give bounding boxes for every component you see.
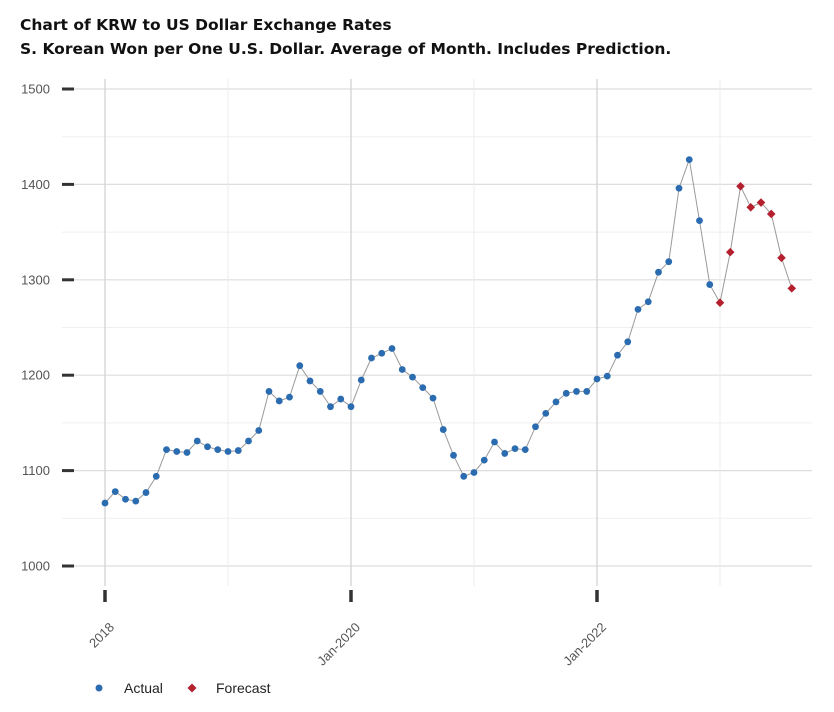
actual-point xyxy=(532,423,539,431)
forecast-point xyxy=(777,253,786,263)
actual-point xyxy=(327,403,334,411)
actual-point xyxy=(275,397,283,405)
actual-point xyxy=(122,495,129,503)
actual-point xyxy=(521,446,529,454)
actual-point xyxy=(634,305,642,313)
actual-point xyxy=(214,446,222,454)
actual-point xyxy=(501,450,509,457)
y-tick-label: 1000 xyxy=(21,559,50,574)
actual-point xyxy=(183,449,191,456)
forecast-point xyxy=(756,198,766,207)
actual-point xyxy=(255,427,263,434)
actual-point xyxy=(419,384,427,392)
actual-point xyxy=(542,409,550,417)
legend-actual-label: Actual xyxy=(124,680,163,696)
legend-forecast-label: Forecast xyxy=(216,680,271,696)
actual-point xyxy=(573,388,580,395)
actual-point xyxy=(193,437,201,445)
actual-point xyxy=(593,375,601,383)
actual-point xyxy=(665,258,673,266)
legend: Actual Forecast xyxy=(95,680,271,696)
actual-point xyxy=(480,456,488,464)
y-tick-label: 1200 xyxy=(21,368,50,383)
actual-point xyxy=(111,488,119,495)
actual-point xyxy=(337,395,345,403)
actual-point xyxy=(614,351,621,359)
forecast-point xyxy=(746,202,756,212)
actual-point xyxy=(163,446,170,454)
actual-point xyxy=(655,268,662,276)
actual-point xyxy=(142,489,150,496)
x-tick-label: Jan-2020 xyxy=(314,620,363,669)
actual-point xyxy=(368,354,375,362)
actual-point xyxy=(388,345,396,352)
legend-forecast-marker xyxy=(187,683,197,693)
actual-point xyxy=(398,366,406,373)
actual-point xyxy=(316,388,324,395)
series-points xyxy=(101,156,797,507)
actual-point xyxy=(675,184,683,192)
actual-point xyxy=(357,376,365,384)
chart-subtitle: S. Korean Won per One U.S. Dollar. Avera… xyxy=(20,40,672,58)
actual-point xyxy=(224,448,232,455)
actual-point xyxy=(603,372,611,380)
forecast-point xyxy=(715,298,725,307)
forecast-point xyxy=(736,182,745,191)
actual-point xyxy=(378,349,386,357)
actual-point xyxy=(204,443,211,451)
forecast-point xyxy=(766,209,776,219)
actual-point xyxy=(234,447,242,454)
actual-point xyxy=(439,426,447,433)
actual-point xyxy=(173,448,181,455)
actual-point xyxy=(583,388,591,395)
series-connecting-line xyxy=(104,157,793,504)
y-tick-label: 1300 xyxy=(21,272,50,287)
actual-point xyxy=(132,497,140,505)
forecast-point xyxy=(725,247,735,257)
actual-point xyxy=(265,388,273,395)
actual-point xyxy=(306,377,314,385)
actual-point xyxy=(347,403,355,411)
actual-point xyxy=(491,438,498,446)
y-tick-label: 1100 xyxy=(22,463,50,478)
actual-point xyxy=(152,472,160,480)
actual-point xyxy=(409,373,416,381)
actual-point xyxy=(624,338,632,346)
legend-actual-marker xyxy=(95,684,103,692)
actual-point xyxy=(450,451,457,459)
actual-point xyxy=(460,472,468,480)
actual-point xyxy=(101,499,109,507)
y-tick-label: 1400 xyxy=(21,177,50,192)
actual-point xyxy=(644,298,652,306)
x-tick-label: 2018 xyxy=(86,620,117,651)
actual-point xyxy=(296,362,304,370)
chart-title: Chart of KRW to US Dollar Exchange Rates xyxy=(20,16,392,34)
actual-point xyxy=(706,281,714,288)
x-tick-label: Jan-2022 xyxy=(560,620,609,669)
actual-point xyxy=(245,437,252,445)
actual-point xyxy=(511,445,519,453)
actual-point xyxy=(429,394,437,402)
actual-point xyxy=(286,393,293,401)
forecast-point xyxy=(787,284,797,293)
series-lines xyxy=(104,157,793,504)
actual-point xyxy=(470,469,478,476)
actual-point xyxy=(552,398,560,406)
gridlines xyxy=(62,79,812,586)
actual-point xyxy=(562,389,570,397)
y-tick-label: 1500 xyxy=(21,82,50,97)
actual-point xyxy=(685,156,693,163)
actual-point xyxy=(696,217,703,225)
